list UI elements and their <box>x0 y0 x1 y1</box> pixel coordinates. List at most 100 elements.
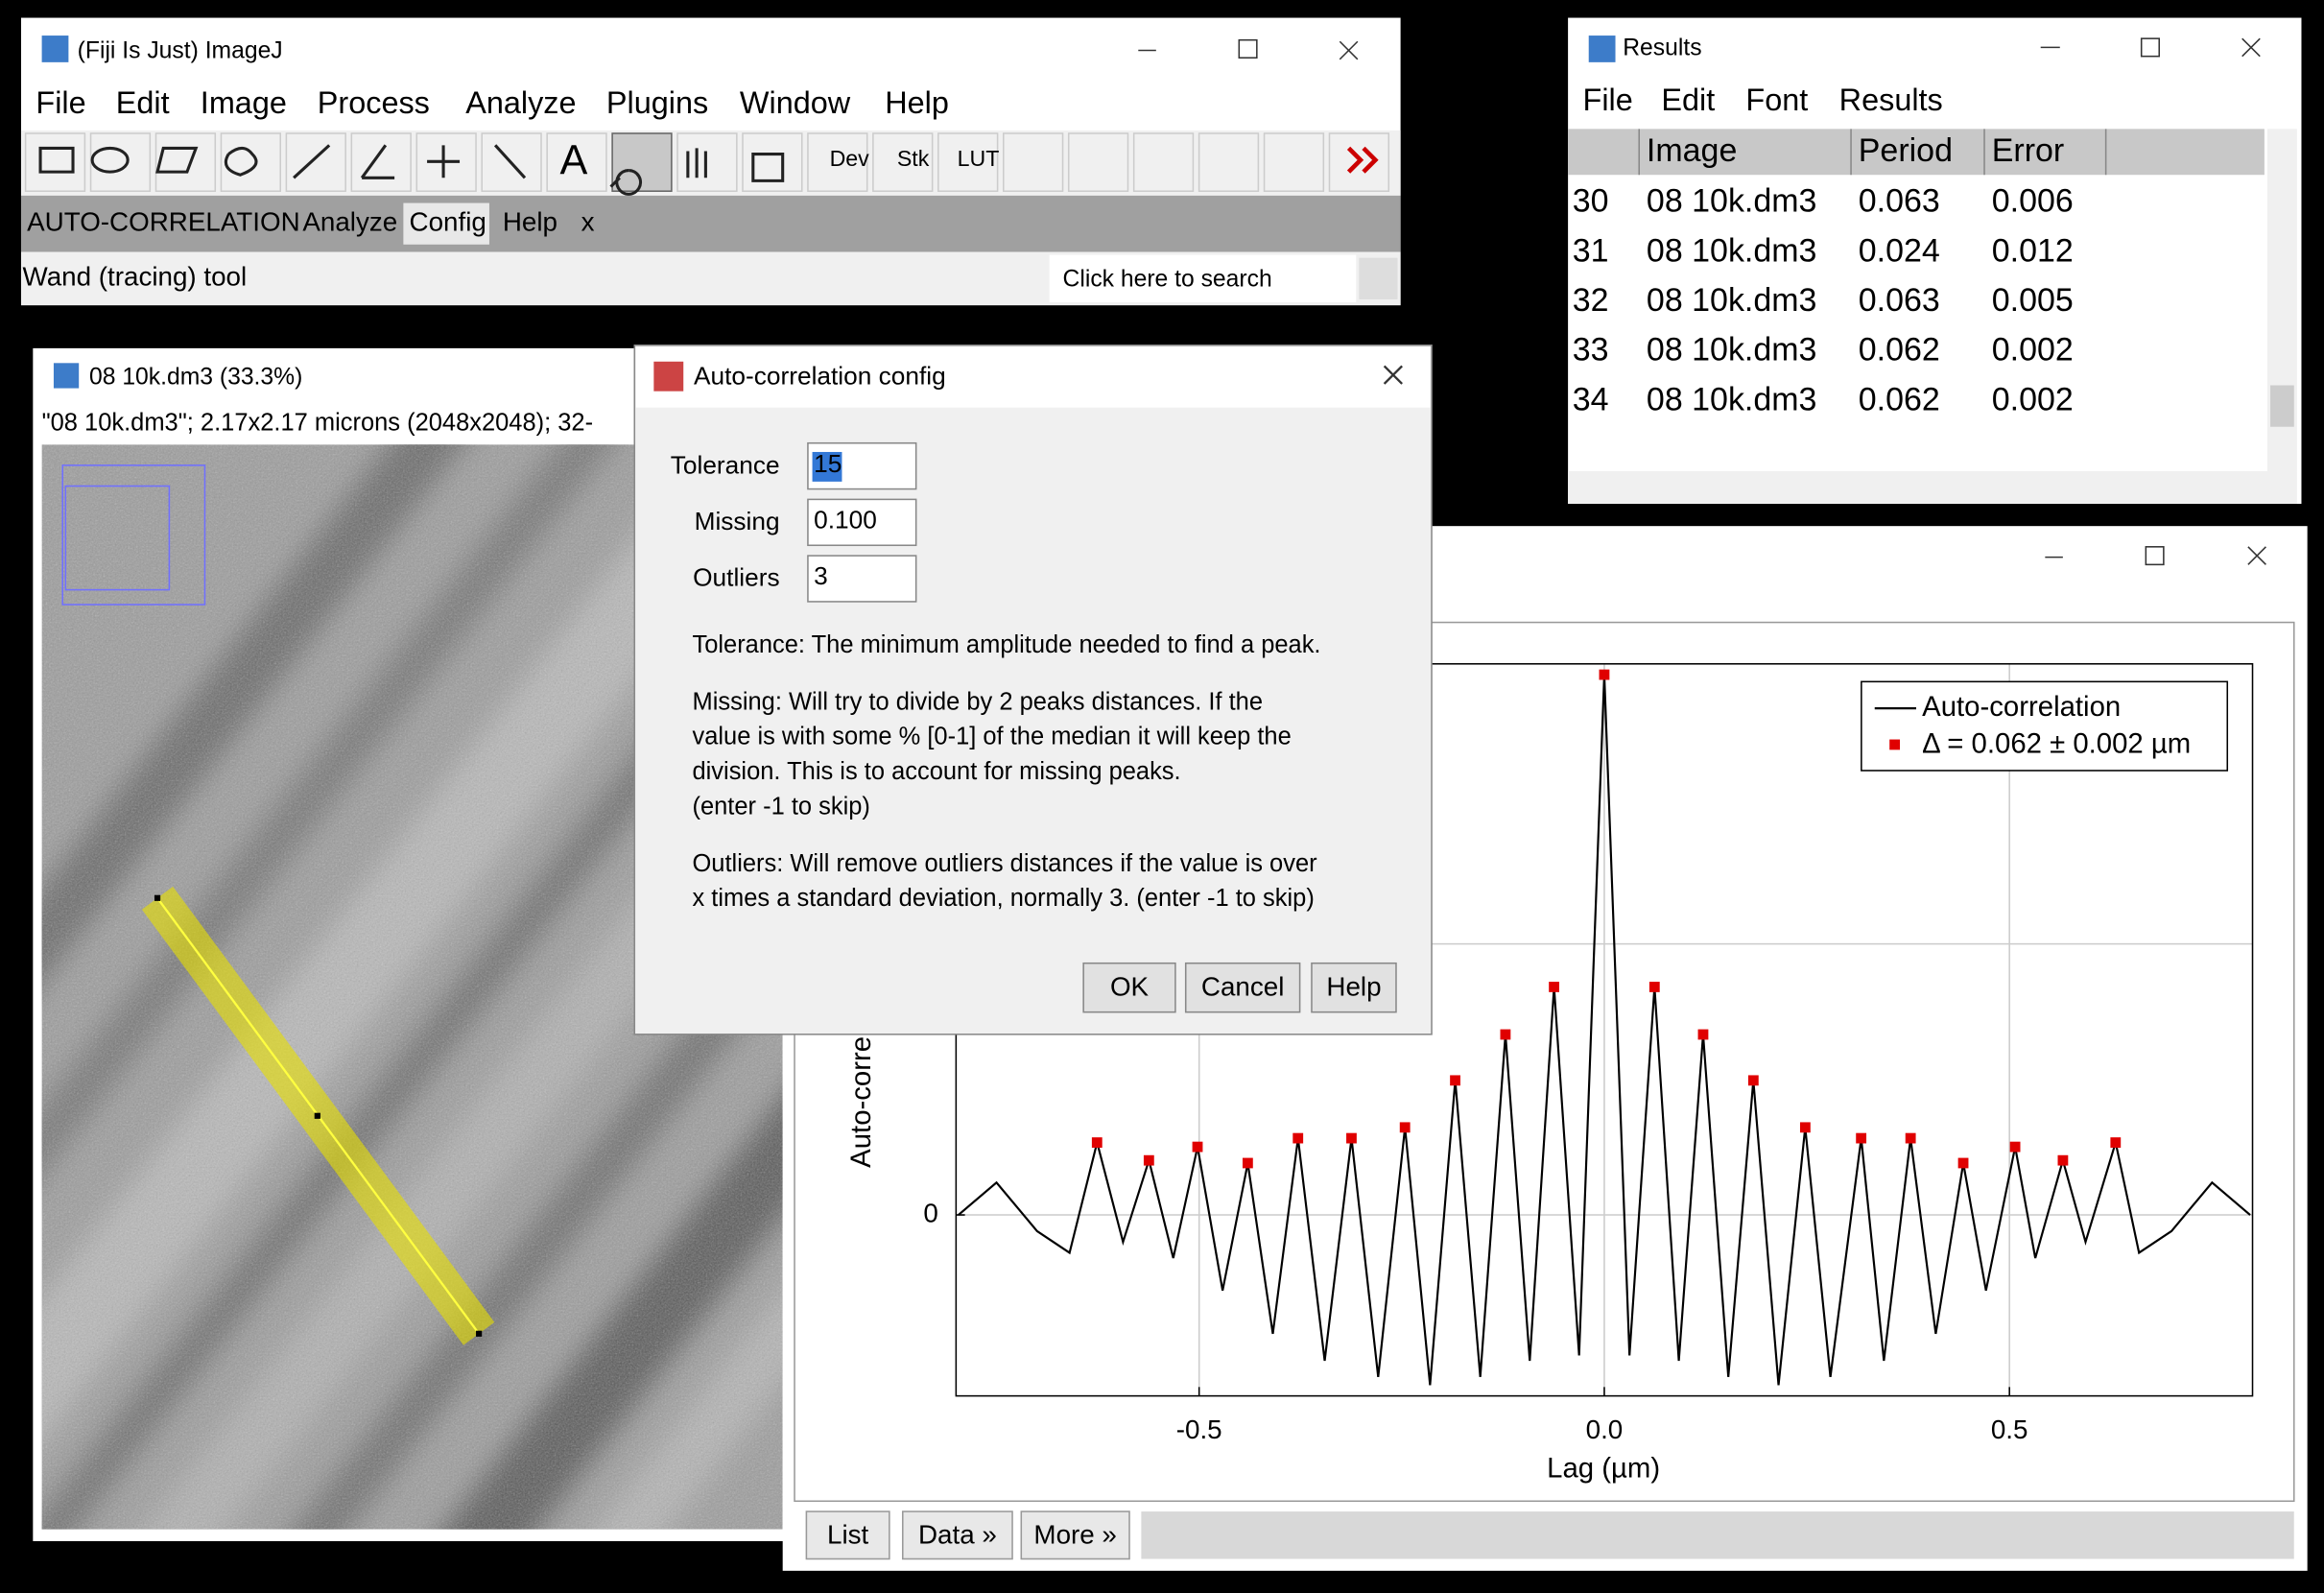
dialog-title: Auto-correlation config <box>694 362 946 391</box>
peak-marker <box>1549 982 1559 992</box>
button[interactable] <box>805 1510 890 1560</box>
tool-button[interactable] <box>24 132 86 192</box>
image-info: "08 10k.dm3"; 2.17x2.17 microns (2048x20… <box>42 409 593 436</box>
menu-item[interactable]: Plugins <box>606 85 708 120</box>
table-cell: 0.006 <box>1992 183 2074 220</box>
button-label[interactable]: More » <box>1033 1520 1116 1550</box>
menu-item[interactable]: Edit <box>1661 83 1715 117</box>
menu-item[interactable]: Help <box>885 85 949 120</box>
button-label[interactable]: OK <box>1110 971 1150 1001</box>
menu-item[interactable]: File <box>1583 83 1633 117</box>
button[interactable] <box>1311 962 1397 1013</box>
tool-button[interactable] <box>1067 132 1129 192</box>
window-title: 08 10k.dm3 (33.3%) <box>89 364 302 390</box>
tool-button[interactable] <box>1003 132 1064 192</box>
peak-marker <box>1599 669 1610 680</box>
tool-button[interactable] <box>1263 132 1325 192</box>
menu-item[interactable]: Edit <box>116 85 170 120</box>
table-cell: 08 10k.dm3 <box>1647 282 1817 319</box>
tool-icon <box>686 148 707 178</box>
tool-icon <box>360 144 395 179</box>
menu-item[interactable]: Window <box>740 85 851 120</box>
tool-icon <box>293 144 331 179</box>
peak-marker <box>2009 1141 2021 1153</box>
table-cell: 0.063 <box>1859 183 1940 220</box>
status-text: Wand (tracing) tool <box>23 262 248 292</box>
legend-entry: Auto-correlation <box>1922 691 2121 723</box>
plugin-bar-item[interactable]: Config <box>410 207 486 237</box>
table-cell: 0.063 <box>1859 282 1940 319</box>
plugin-bar-item[interactable]: AUTO-CORRELATION <box>27 207 300 237</box>
table-cell: 08 10k.dm3 <box>1647 183 1817 220</box>
peak-marker <box>1856 1132 1867 1144</box>
selection <box>812 451 842 482</box>
help-text: Missing: Will try to divide by 2 peaks d… <box>692 688 1263 715</box>
legend <box>1861 680 2229 772</box>
menu-item[interactable]: Font <box>1745 83 1808 117</box>
menu-item[interactable]: Results <box>1839 83 1943 117</box>
plugin-bar-item[interactable]: Help <box>503 207 557 237</box>
tool-button[interactable] <box>872 132 934 192</box>
peak-marker <box>1500 1029 1511 1040</box>
tool-button-label[interactable]: LUT <box>958 146 1000 171</box>
table-cell: 0.012 <box>1992 232 2074 269</box>
config-dialog: Auto-correlation config Tolerance 15 Missin… <box>633 345 1433 1035</box>
plugin-bar-item[interactable]: x <box>581 207 595 237</box>
tool-button-label[interactable]: Stk <box>897 146 930 171</box>
peak-marker <box>1747 1075 1759 1086</box>
peak-marker <box>1648 982 1660 992</box>
button-label[interactable]: Cancel <box>1201 971 1284 1001</box>
tool-button[interactable] <box>154 132 217 192</box>
tool-button[interactable] <box>1132 132 1195 192</box>
menu-item[interactable]: File <box>36 85 85 120</box>
field-value[interactable]: 15 <box>814 449 842 478</box>
help-text: division. This is to account for missing… <box>692 758 1180 785</box>
tool-button[interactable] <box>1198 132 1260 192</box>
button[interactable] <box>901 1510 1013 1560</box>
x-tick-label: -0.5 <box>1176 1415 1222 1444</box>
tool-icon <box>427 145 461 178</box>
button[interactable] <box>1020 1510 1130 1560</box>
peak-marker <box>2110 1137 2122 1148</box>
peak-marker <box>1346 1132 1357 1144</box>
button-label[interactable]: Data » <box>918 1520 997 1550</box>
tool-button[interactable] <box>937 132 999 192</box>
tool-button[interactable] <box>220 132 281 192</box>
help-text: Tolerance: The minimum amplitude needed … <box>692 631 1320 658</box>
tool-button[interactable] <box>89 132 152 192</box>
tool-button[interactable] <box>546 132 607 192</box>
menu-item[interactable]: Image <box>201 85 287 120</box>
table-cell: 08 10k.dm3 <box>1647 332 1817 369</box>
search-box[interactable]: Click here to search <box>1063 266 1272 292</box>
table-cell: 0.062 <box>1859 332 1940 369</box>
table-cell: 32 <box>1573 282 1609 319</box>
field-value[interactable]: 0.100 <box>814 505 877 534</box>
peak-marker <box>1192 1141 1203 1153</box>
menu-item[interactable]: Analyze <box>465 85 576 120</box>
peak-marker <box>1292 1132 1304 1144</box>
column-header: Error <box>1992 132 2064 169</box>
tool-button[interactable] <box>807 132 868 192</box>
tool-button[interactable] <box>285 132 346 192</box>
table-cell: 0.024 <box>1859 232 1940 269</box>
button[interactable] <box>1082 962 1176 1013</box>
button-label[interactable]: Help <box>1326 971 1381 1001</box>
table-cell: 08 10k.dm3 <box>1647 381 1817 417</box>
table-cell: 0.002 <box>1992 381 2074 417</box>
field-label: Missing <box>695 507 780 535</box>
field-value[interactable]: 3 <box>814 561 828 590</box>
tool-button-label[interactable]: Dev <box>830 146 870 171</box>
table-cell: 0.002 <box>1992 332 2074 369</box>
menu-item[interactable]: Process <box>318 85 430 120</box>
button[interactable] <box>1184 962 1301 1013</box>
plugin-bar-item[interactable]: Analyze <box>302 207 397 237</box>
window-title: (Fiji Is Just) ImageJ <box>78 38 283 64</box>
text-field[interactable] <box>807 498 917 547</box>
help-text: x times a standard deviation, normally 3… <box>692 885 1314 912</box>
button-label[interactable]: List <box>827 1520 869 1550</box>
peak-marker <box>1143 1154 1154 1166</box>
x-tick-label: 0.5 <box>1991 1415 2028 1444</box>
tool-button[interactable] <box>350 132 412 192</box>
table-cell: 30 <box>1573 183 1609 220</box>
text-field[interactable] <box>807 555 917 603</box>
